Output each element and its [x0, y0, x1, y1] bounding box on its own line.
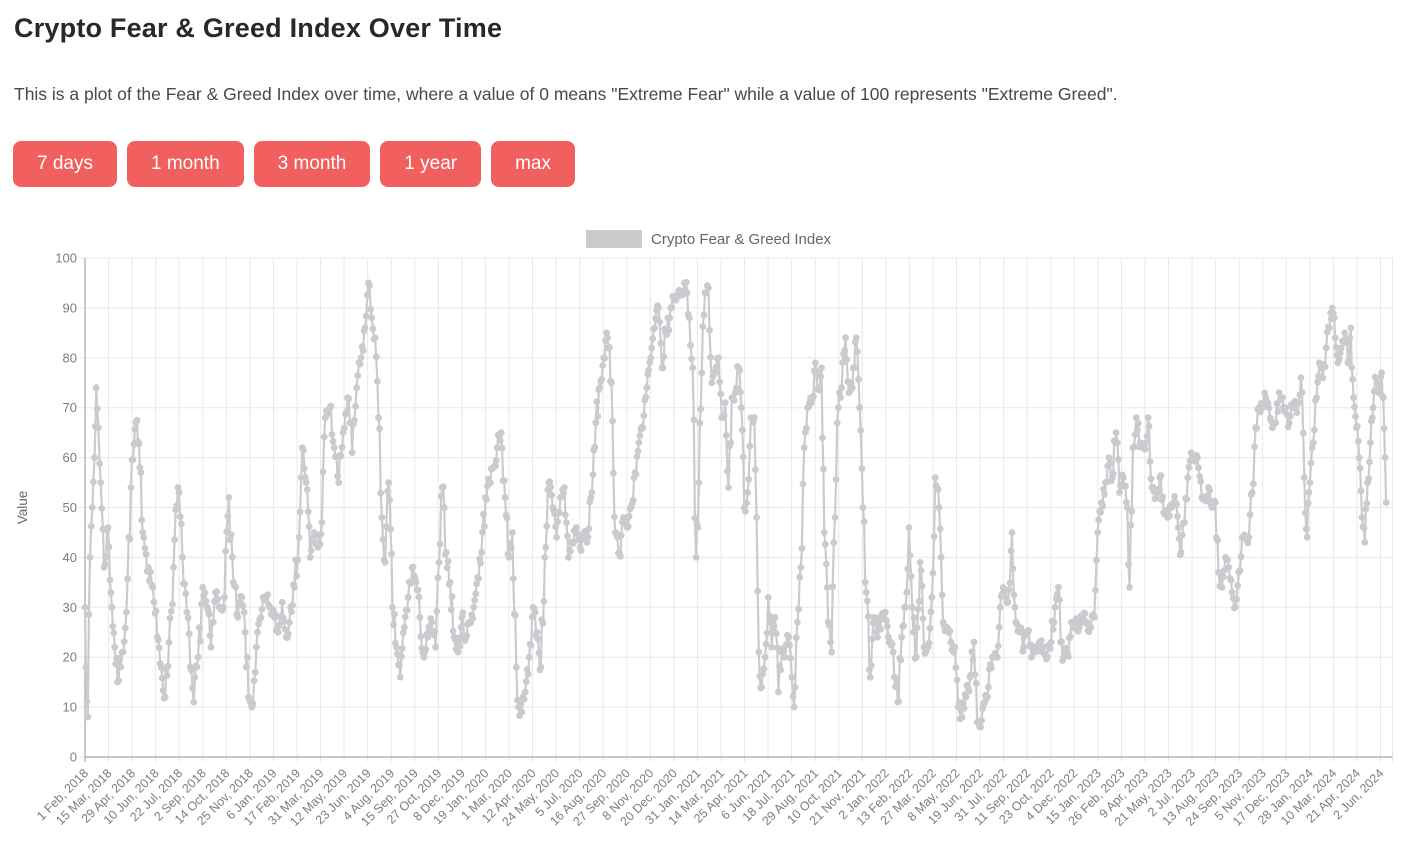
y-tick-label: 10 — [63, 700, 77, 715]
y-tick-label: 20 — [63, 650, 77, 665]
legend-label: Crypto Fear & Greed Index — [651, 230, 832, 248]
series-markers — [81, 278, 1390, 731]
range-button-1-year[interactable]: 1 year — [380, 141, 482, 187]
range-buttons: 7 days 1 month 3 month 1 year max — [13, 141, 576, 187]
page-description: This is a plot of the Fear & Greed Index… — [14, 84, 1118, 104]
range-button-max[interactable]: max — [491, 141, 576, 187]
y-tick-label: 80 — [63, 350, 77, 365]
legend-swatch — [586, 230, 642, 248]
y-tick-label: 90 — [63, 300, 77, 315]
y-tick-label: 30 — [63, 600, 77, 615]
range-button-1-month[interactable]: 1 month — [126, 141, 244, 187]
y-tick-label: 100 — [55, 251, 77, 266]
y-tick-label: 70 — [63, 400, 77, 415]
range-button-3-month[interactable]: 3 month — [253, 141, 371, 187]
y-tick-label: 0 — [70, 750, 77, 765]
y-axis-title: Value — [15, 491, 30, 525]
chart-legend-item[interactable]: Crypto Fear & Greed Index — [586, 230, 831, 248]
range-button-7-days[interactable]: 7 days — [13, 141, 117, 187]
page-title: Crypto Fear & Greed Index Over Time — [14, 13, 503, 43]
y-tick-label: 50 — [63, 500, 77, 515]
y-tick-label: 40 — [63, 550, 77, 565]
y-tick-label: 60 — [63, 450, 77, 465]
series-line — [83, 281, 1388, 729]
